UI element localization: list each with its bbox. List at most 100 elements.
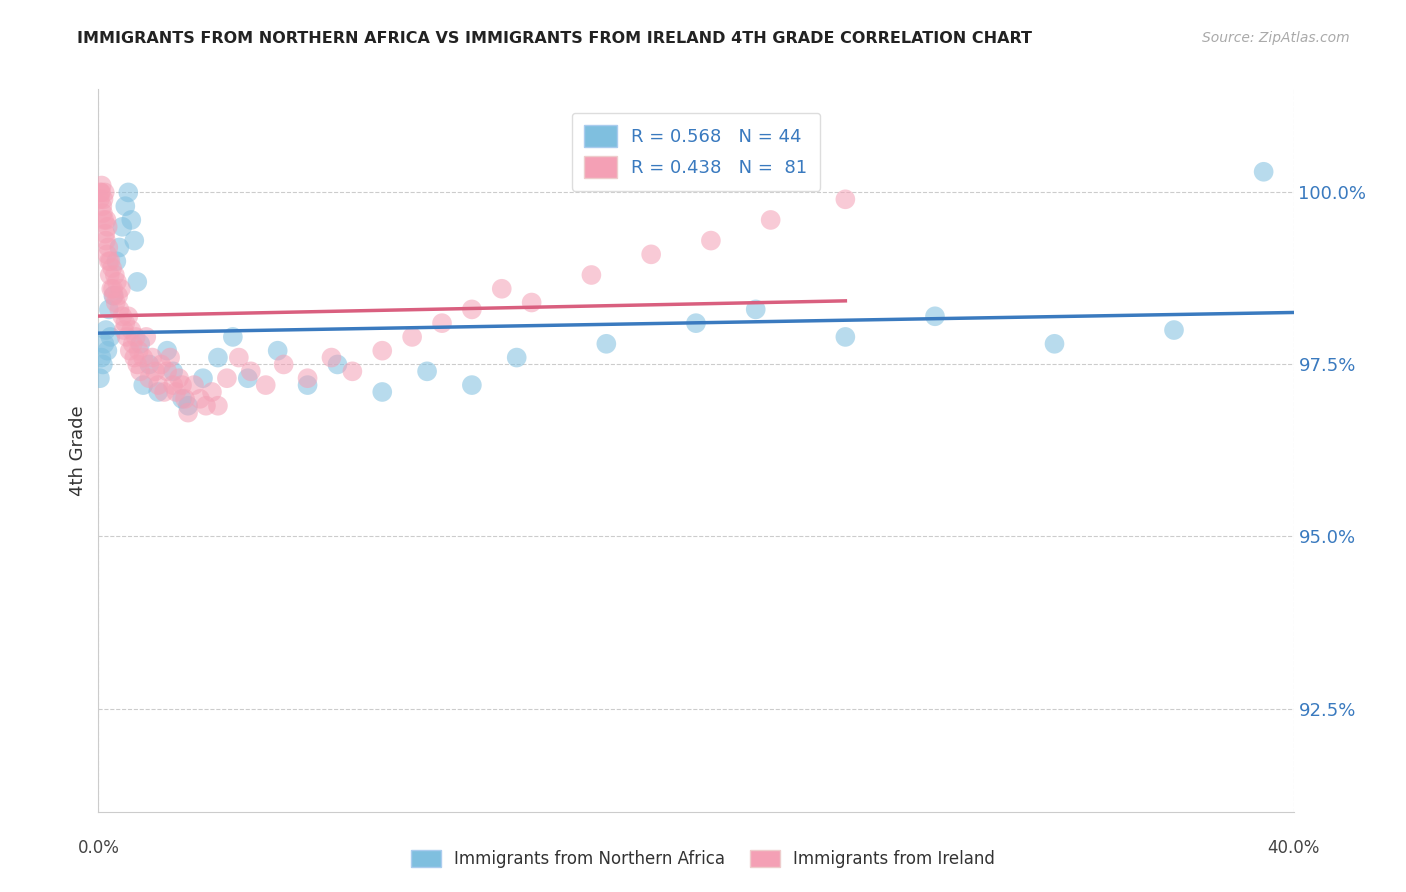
Point bbox=[115, 330, 138, 344]
Point bbox=[156, 364, 179, 378]
Point bbox=[172, 392, 194, 406]
Point bbox=[129, 336, 152, 351]
Point bbox=[321, 351, 343, 365]
Point bbox=[138, 358, 160, 372]
Point bbox=[93, 336, 115, 351]
Point bbox=[132, 351, 155, 365]
Point bbox=[93, 192, 115, 206]
Point bbox=[112, 323, 135, 337]
Point bbox=[97, 254, 120, 268]
Point bbox=[239, 364, 262, 378]
Point bbox=[108, 302, 131, 317]
Point bbox=[156, 343, 179, 358]
Point bbox=[103, 288, 125, 302]
Point bbox=[207, 351, 229, 365]
Point bbox=[100, 282, 122, 296]
Point bbox=[97, 240, 120, 254]
Point bbox=[91, 358, 114, 372]
Point bbox=[129, 364, 152, 378]
Point bbox=[1163, 323, 1185, 337]
Point bbox=[188, 392, 211, 406]
Point bbox=[96, 247, 118, 261]
Point bbox=[104, 268, 127, 282]
Point bbox=[121, 336, 143, 351]
Point bbox=[207, 399, 229, 413]
Point bbox=[90, 186, 112, 200]
Point bbox=[107, 288, 129, 302]
Point bbox=[326, 358, 349, 372]
Point bbox=[924, 310, 946, 324]
Point bbox=[461, 378, 484, 392]
Point bbox=[183, 378, 205, 392]
Point bbox=[430, 316, 453, 330]
Point bbox=[1253, 165, 1275, 179]
Point bbox=[201, 384, 224, 399]
Point bbox=[595, 336, 617, 351]
Point bbox=[127, 275, 149, 289]
Point bbox=[148, 384, 170, 399]
Point bbox=[685, 316, 707, 330]
Point bbox=[94, 323, 117, 337]
Point bbox=[103, 288, 125, 302]
Point bbox=[159, 351, 181, 365]
Text: 40.0%: 40.0% bbox=[1267, 839, 1320, 857]
Point bbox=[461, 302, 484, 317]
Point bbox=[105, 254, 128, 268]
Point bbox=[97, 302, 120, 317]
Point bbox=[89, 192, 111, 206]
Point bbox=[491, 282, 513, 296]
Point bbox=[191, 371, 214, 385]
Text: Source: ZipAtlas.com: Source: ZipAtlas.com bbox=[1202, 31, 1350, 45]
Point bbox=[267, 343, 290, 358]
Point bbox=[128, 343, 150, 358]
Point bbox=[101, 282, 124, 296]
Point bbox=[1043, 336, 1066, 351]
Point bbox=[135, 330, 157, 344]
Point bbox=[94, 234, 117, 248]
Point bbox=[98, 330, 122, 344]
Point bbox=[124, 351, 146, 365]
Point bbox=[172, 378, 194, 392]
Point bbox=[834, 330, 856, 344]
Point bbox=[222, 330, 245, 344]
Point bbox=[125, 330, 148, 344]
Point bbox=[165, 384, 187, 399]
Point bbox=[114, 316, 136, 330]
Point bbox=[141, 351, 163, 365]
Point bbox=[834, 192, 856, 206]
Point bbox=[236, 371, 259, 385]
Point bbox=[89, 186, 111, 200]
Point bbox=[177, 399, 200, 413]
Point bbox=[120, 213, 142, 227]
Point bbox=[94, 227, 117, 241]
Point bbox=[108, 240, 131, 254]
Point bbox=[97, 219, 120, 234]
Point bbox=[104, 295, 127, 310]
Point bbox=[93, 186, 115, 200]
Point bbox=[91, 199, 114, 213]
Point bbox=[520, 295, 543, 310]
Point bbox=[110, 282, 132, 296]
Point bbox=[273, 358, 295, 372]
Point bbox=[148, 378, 170, 392]
Point bbox=[90, 351, 112, 365]
Point bbox=[114, 199, 136, 213]
Point bbox=[297, 378, 319, 392]
Point bbox=[162, 364, 184, 378]
Point bbox=[132, 378, 155, 392]
Point bbox=[640, 247, 662, 261]
Point bbox=[215, 371, 238, 385]
Legend: R = 0.568   N = 44, R = 0.438   N =  81: R = 0.568 N = 44, R = 0.438 N = 81 bbox=[572, 112, 820, 191]
Point bbox=[111, 310, 134, 324]
Y-axis label: 4th Grade: 4th Grade bbox=[69, 405, 87, 496]
Point bbox=[143, 364, 166, 378]
Point bbox=[98, 268, 121, 282]
Point bbox=[101, 261, 124, 276]
Point bbox=[195, 399, 218, 413]
Point bbox=[162, 378, 184, 392]
Point bbox=[177, 406, 200, 420]
Point bbox=[98, 254, 122, 268]
Point bbox=[138, 371, 160, 385]
Point bbox=[118, 343, 141, 358]
Point bbox=[117, 186, 139, 200]
